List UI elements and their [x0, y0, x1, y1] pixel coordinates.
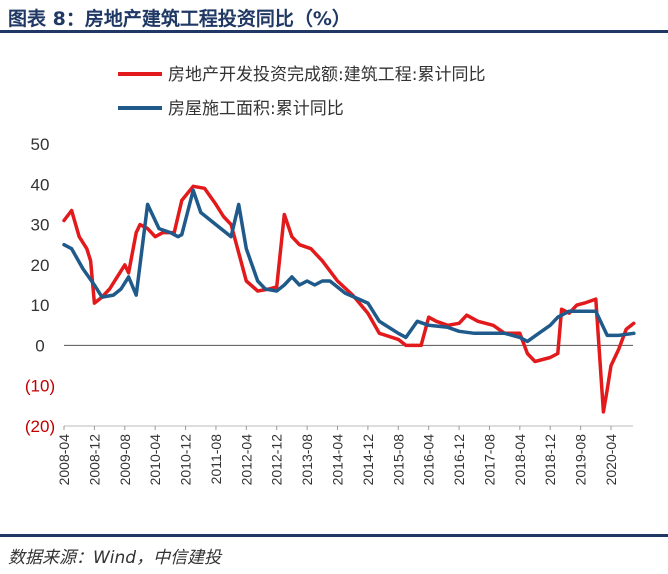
x-tick-label: 2018-04: [512, 434, 528, 486]
source-rule: [0, 534, 668, 537]
x-tick-label: 2009-08: [117, 434, 133, 486]
series-line-2: [62, 188, 636, 344]
x-tick-label: 2011-08: [208, 434, 224, 485]
page-title: 图表 8：房地产建筑工程投资同比（%）: [8, 8, 351, 30]
x-tick-label: 2015-08: [390, 434, 406, 486]
x-tick-label: 2010-12: [178, 434, 194, 486]
x-tick-label: 2010-04: [147, 434, 163, 486]
y-tick-label: 40: [31, 175, 50, 194]
legend-label-1: 房地产开发投资完成额:建筑工程:累计同比: [168, 65, 485, 85]
x-tick-label: 2014-12: [360, 434, 376, 486]
y-tick-label: (10): [25, 377, 55, 396]
x-tick-label: 2012-12: [269, 434, 285, 486]
y-axis: 50 40 30 20 10 0 (10) (20): [25, 135, 55, 436]
x-tick-label: 2012-04: [238, 434, 254, 486]
x-tick-label: 2018-12: [542, 434, 558, 486]
x-tick-label: 2014-04: [330, 434, 346, 486]
y-tick-label: (20): [25, 417, 55, 436]
x-tick-label: 2020-04: [603, 434, 619, 486]
source-note: 数据来源：Wind，中信建投: [8, 548, 222, 568]
x-tick-label: 2017-08: [481, 434, 497, 486]
x-tick-label: 2008-12: [86, 434, 102, 486]
series-layer: [62, 184, 636, 414]
x-tick-label: 2016-04: [421, 434, 437, 486]
y-tick-label: 10: [31, 296, 50, 315]
series-line-1: [62, 184, 636, 414]
y-tick-label: 0: [35, 336, 44, 355]
x-tick-label: 2016-12: [451, 434, 467, 486]
y-tick-label: 20: [31, 256, 50, 275]
x-tick-label: 2019-08: [573, 434, 589, 486]
y-tick-label: 30: [31, 216, 50, 235]
legend-label-2: 房屋施工面积:累计同比: [168, 99, 344, 119]
title-rule: [0, 30, 668, 33]
x-tick-label: 2008-04: [56, 434, 72, 486]
x-tick-label: 2013-08: [299, 434, 315, 486]
x-axis: 2008-04 2008-12 2009-08 2010-04 2010-12 2011-…: [56, 344, 633, 486]
y-tick-label: 50: [31, 135, 50, 154]
